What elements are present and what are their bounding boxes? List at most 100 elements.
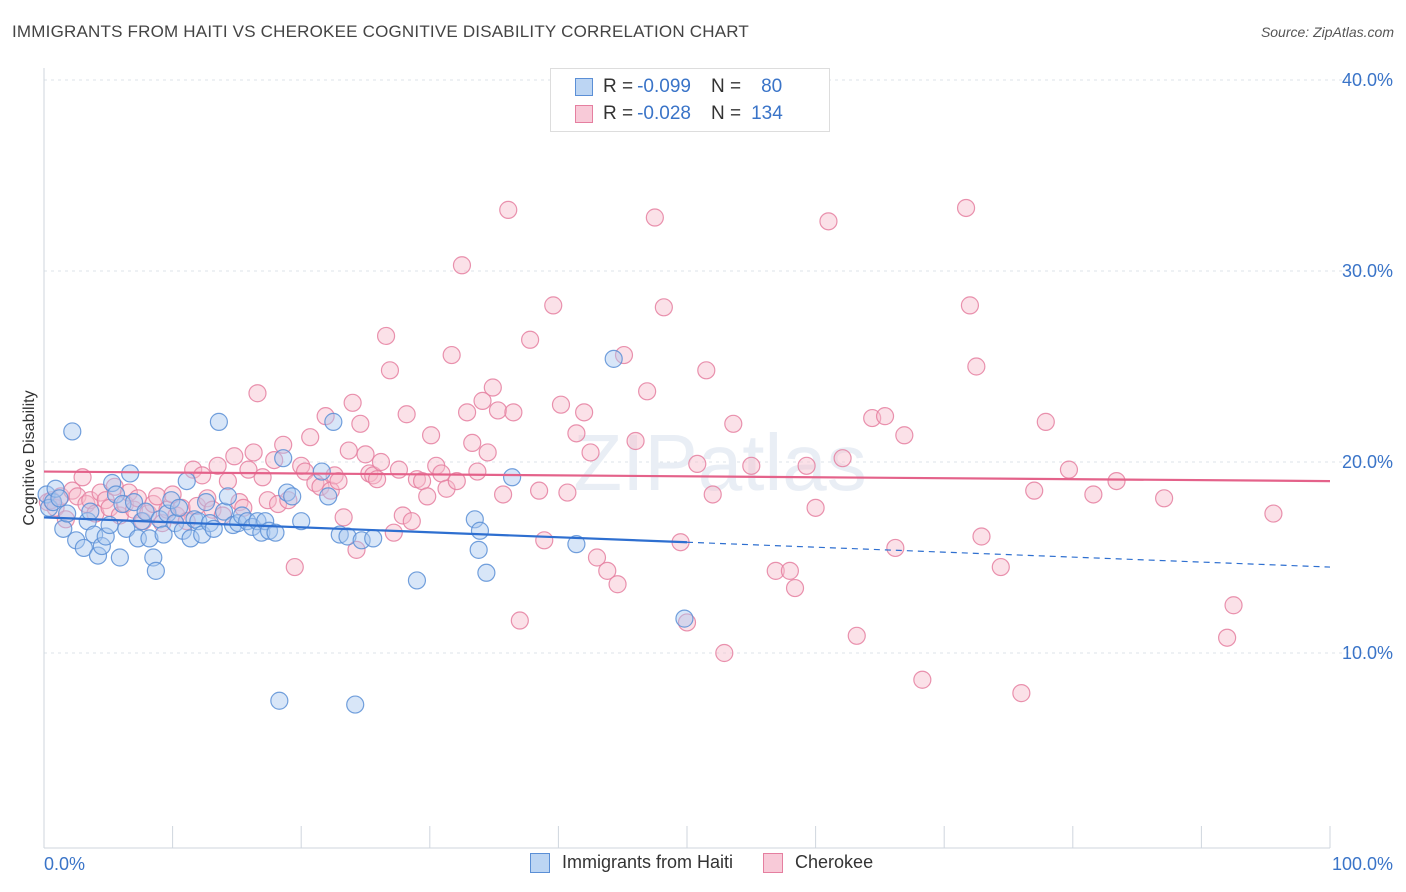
cherokee-point <box>1107 472 1126 491</box>
haiti-point <box>189 512 208 531</box>
cherokee-point <box>521 330 540 349</box>
cherokee-point <box>380 361 400 380</box>
cherokee-point <box>402 512 421 531</box>
legend-r-label: R = <box>603 103 634 124</box>
y-tick-label: 40.0% <box>1342 70 1393 90</box>
legend-n-label: N = <box>710 103 742 124</box>
haiti-trend-line <box>43 516 688 544</box>
cherokee-point <box>1084 485 1103 504</box>
legend-r-label: R = <box>603 76 634 97</box>
legend-r-value: -0.028 <box>637 103 691 124</box>
series-legend: Immigrants from Haiti Cherokee <box>530 852 903 873</box>
haiti-point <box>54 519 73 538</box>
trend-lines <box>43 470 1331 568</box>
legend-n-value: 80 <box>761 76 783 97</box>
cherokee-point <box>463 433 482 452</box>
cherokee-point <box>393 506 412 525</box>
haiti-point <box>46 479 65 498</box>
haiti-point <box>113 494 132 514</box>
haiti-point <box>470 521 490 540</box>
legend-row-cherokee: R = -0.028 N = 134 <box>575 101 783 127</box>
cherokee-point <box>654 298 673 317</box>
haiti-point <box>140 529 159 548</box>
cherokee-point <box>544 296 563 315</box>
haiti-point <box>214 502 234 521</box>
cherokee-point <box>530 481 549 500</box>
x-tick-label-min: 0.0% <box>44 854 85 874</box>
cherokee-points <box>38 198 1283 703</box>
cherokee-point <box>274 435 293 454</box>
watermark: ZIPatlas <box>573 418 866 507</box>
cherokee-point <box>724 414 743 433</box>
cherokee-point <box>1155 489 1174 508</box>
haiti-point <box>154 525 173 544</box>
cherokee-point <box>437 479 456 498</box>
cherokee-point <box>715 643 734 663</box>
cherokee-point <box>510 611 529 630</box>
haiti-point <box>477 563 496 582</box>
haiti-point <box>106 485 126 504</box>
cherokee-point <box>356 445 375 464</box>
cherokee-point <box>1059 460 1079 479</box>
cherokee-point <box>253 468 272 487</box>
haiti-point <box>469 540 488 559</box>
cherokee-point <box>334 508 353 527</box>
haiti-point <box>63 422 82 441</box>
series-legend-cherokee: Cherokee <box>763 852 873 873</box>
haiti-point <box>136 502 155 521</box>
cherokee-point <box>478 443 497 462</box>
cherokee-point <box>960 296 980 315</box>
cherokee-point <box>73 468 92 487</box>
haiti-trend-extension <box>686 541 1331 568</box>
cherokee-point <box>742 456 761 475</box>
cherokee-point <box>614 345 634 365</box>
cherokee-point <box>972 527 991 546</box>
cherokee-point <box>483 378 502 397</box>
haiti-point <box>88 546 108 565</box>
cherokee-point <box>913 670 932 689</box>
haiti-point <box>324 412 343 431</box>
haiti-legend-label: Immigrants from Haiti <box>562 852 734 872</box>
cherokee-point <box>575 403 594 422</box>
haiti-point <box>274 449 293 468</box>
haiti-point <box>319 487 338 506</box>
cherokee-point <box>343 393 362 412</box>
haiti-point <box>352 531 371 550</box>
cherokee-point <box>258 491 277 510</box>
cherokee-point <box>208 456 227 475</box>
haiti-point <box>465 510 484 529</box>
haiti-point <box>67 531 86 550</box>
cherokee-point <box>351 414 370 433</box>
y-tick-labels: 10.0% 20.0% 30.0% 40.0% <box>1342 70 1393 663</box>
y-tick-label: 20.0% <box>1342 452 1393 472</box>
stats-legend: R = -0.099 N = 80 R = -0.028 N = 134 <box>550 68 830 132</box>
cherokee-point <box>587 548 607 567</box>
cherokee-point <box>384 523 403 542</box>
haiti-point <box>92 536 111 556</box>
cherokee-point <box>285 557 304 577</box>
cherokee-point <box>766 561 785 580</box>
haiti-point <box>169 498 189 517</box>
haiti-point <box>96 527 115 546</box>
cherokee-swatch <box>575 105 593 123</box>
haiti-point <box>162 491 181 510</box>
cherokee-point <box>1036 412 1055 431</box>
cherokee-point <box>697 361 716 380</box>
cherokee-point <box>203 500 222 519</box>
cherokee-point <box>301 428 320 447</box>
cherokee-point <box>248 384 267 403</box>
haiti-point <box>270 691 289 710</box>
cherokee-point <box>187 496 207 516</box>
cherokee-point <box>638 382 657 401</box>
haiti-point <box>181 529 200 548</box>
haiti-point <box>103 473 122 493</box>
cherokee-point <box>452 256 472 275</box>
haiti-point <box>177 472 196 491</box>
gridlines <box>44 79 1392 654</box>
cherokee-point <box>688 454 707 474</box>
haiti-point <box>503 468 522 487</box>
cherokee-point <box>376 326 396 346</box>
cherokee-point <box>991 557 1010 577</box>
cherokee-point <box>558 483 577 502</box>
